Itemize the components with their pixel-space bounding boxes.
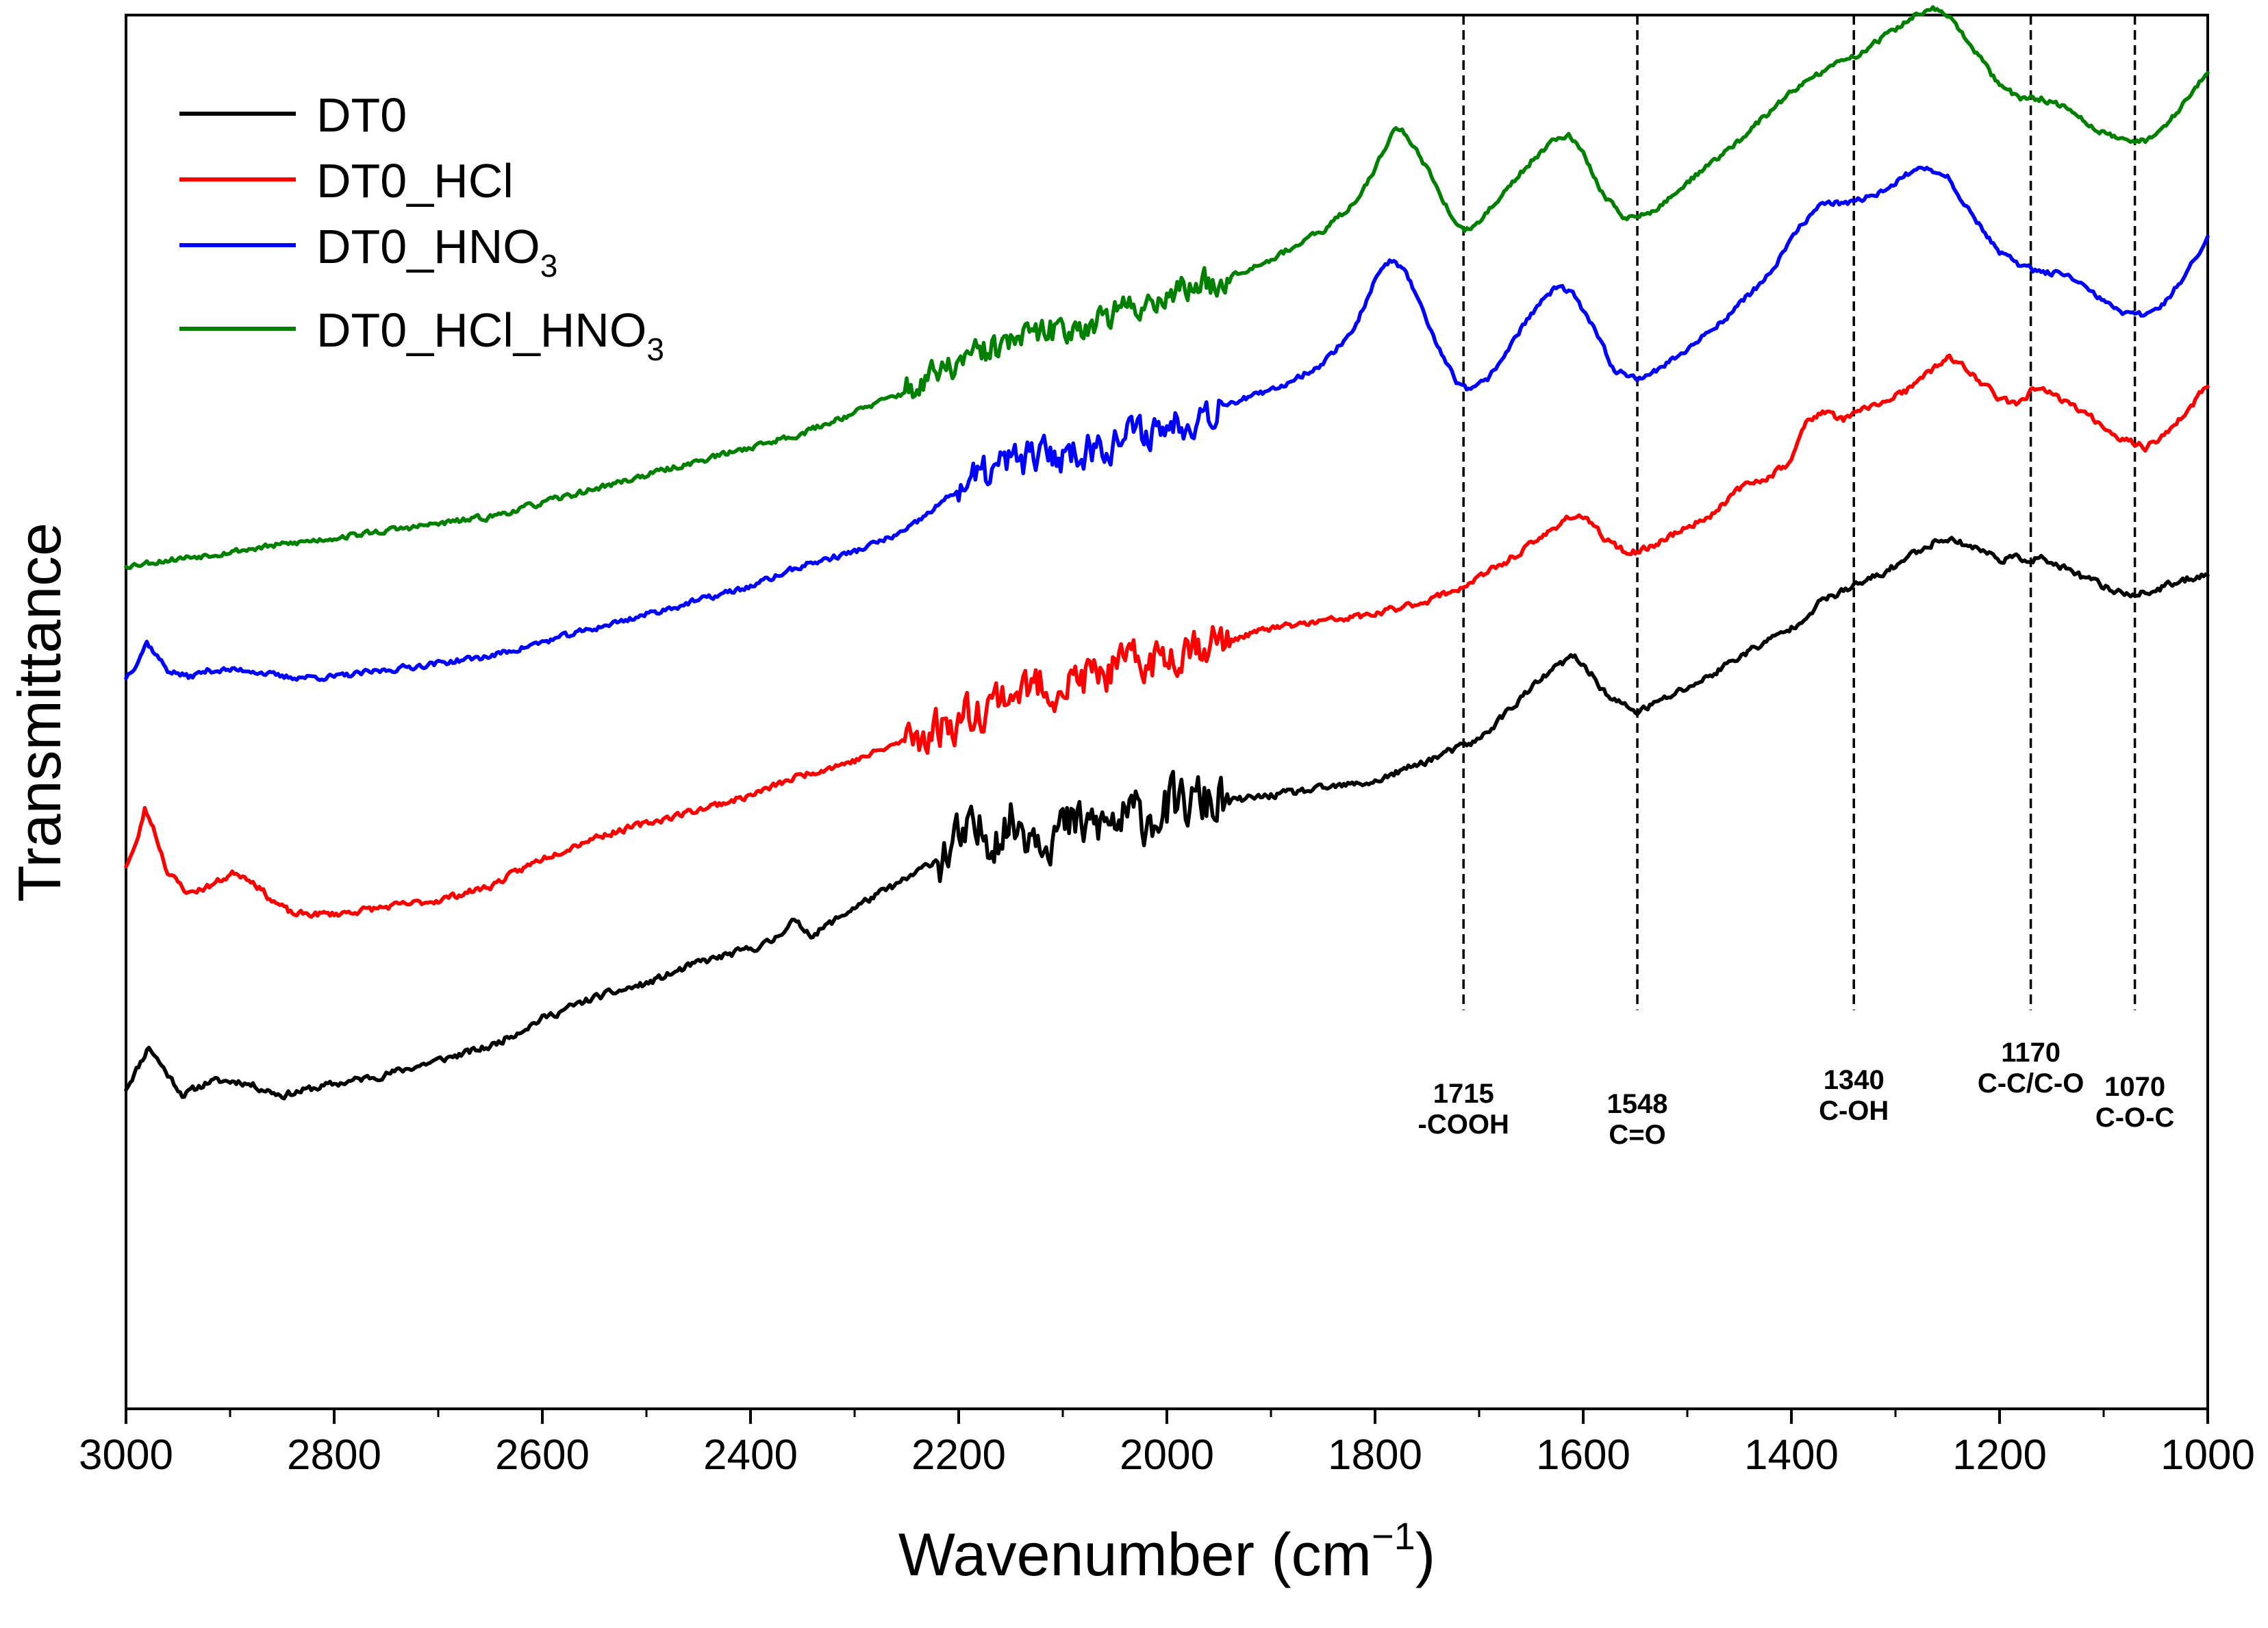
x-tick-label: 1000 — [2160, 1431, 2255, 1479]
x-axis-title: Wavenumber (cm−1) — [898, 1514, 1435, 1588]
x-tick-label: 1400 — [1744, 1431, 1839, 1479]
peak-group-label: C-C/C-O — [1978, 1068, 2084, 1099]
peak-group-label: C=O — [1609, 1120, 1665, 1150]
x-tick-label: 1800 — [1328, 1431, 1422, 1479]
legend-label: DT0_HCl_HNO3 — [316, 303, 664, 367]
legend-label-base: DT0_HCl — [316, 154, 514, 208]
peak-wavenumber-label: 1070 — [2104, 1072, 2165, 1102]
x-tick-label: 1600 — [1536, 1431, 1630, 1479]
legend-label: DT0_HCl — [316, 154, 514, 208]
series-layer — [124, 5, 2210, 1101]
x-tick-label: 3000 — [79, 1431, 173, 1479]
series-line-dt0 — [124, 536, 2210, 1101]
x-tick-label: 2400 — [703, 1431, 798, 1479]
series-line-dt0-hno3 — [124, 165, 2210, 682]
legend-label: DT0_HNO3 — [316, 220, 557, 284]
series-line-dt0-hcl-hno3 — [124, 5, 2210, 571]
peak-wavenumber-label: 1170 — [2001, 1038, 2061, 1068]
series-line-dt0-hcl — [124, 353, 2210, 919]
x-tick-label: 2800 — [287, 1431, 381, 1479]
legend-label: DT0 — [316, 88, 407, 142]
x-tick-label: 1200 — [1952, 1431, 2047, 1479]
x-tick-label: 2000 — [1120, 1431, 1214, 1479]
legend-label-base: DT0_HCl_HNO — [316, 303, 646, 357]
peak-wavenumber-label: 1715 — [1433, 1079, 1494, 1109]
legend-label-subscript: 3 — [646, 331, 664, 367]
legend-label-base: DT0_HNO — [316, 220, 540, 273]
legend-label-base: DT0 — [316, 88, 407, 142]
peak-wavenumber-label: 1340 — [1824, 1065, 1885, 1095]
reference-lines — [1462, 15, 2137, 1010]
peak-wavenumber-label: 1548 — [1607, 1089, 1668, 1119]
x-axis-title-main: Wavenumber (cm — [898, 1520, 1372, 1588]
x-tick-label: 2600 — [495, 1431, 590, 1479]
peak-group-label: C-O-C — [2095, 1103, 2175, 1133]
peak-group-label: -COOH — [1418, 1110, 1509, 1140]
x-axis-title-close: ) — [1415, 1520, 1435, 1588]
peak-group-label: C-OH — [1819, 1096, 1889, 1126]
x-axis-title-exponent: −1 — [1372, 1514, 1415, 1557]
x-axis: 3000 2800 2600 2400 2200 2000 1800 1600 1400 1200… — [79, 1409, 2255, 1479]
x-tick-label: 2200 — [911, 1431, 1006, 1479]
y-axis-title: Transmittance — [5, 523, 73, 902]
legend-label-subscript: 3 — [540, 248, 558, 284]
